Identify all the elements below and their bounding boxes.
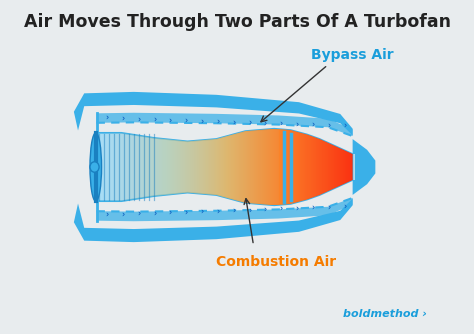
Ellipse shape [90, 133, 101, 201]
Text: Combustion Air: Combustion Air [216, 255, 337, 269]
Text: ›: › [121, 210, 124, 219]
Polygon shape [97, 113, 353, 136]
Text: ›: › [311, 121, 314, 130]
Text: ›: › [121, 115, 124, 124]
Text: boldmethod ›: boldmethod › [343, 309, 427, 319]
Polygon shape [74, 92, 353, 135]
Text: ›: › [201, 208, 203, 217]
Polygon shape [74, 199, 353, 242]
Text: Air Moves Through Two Parts Of A Turbofan: Air Moves Through Two Parts Of A Turbofa… [24, 13, 450, 31]
Text: ›: › [311, 204, 314, 213]
Text: ›: › [264, 206, 267, 214]
Text: ›: › [280, 120, 283, 129]
Text: ›: › [295, 121, 299, 130]
Text: ›: › [153, 116, 156, 125]
Text: ›: › [137, 210, 140, 219]
Text: ›: › [201, 117, 203, 126]
Text: ›: › [184, 117, 188, 126]
Text: ›: › [169, 116, 172, 125]
Text: Bypass Air: Bypass Air [311, 48, 394, 62]
Text: ›: › [184, 208, 188, 217]
Text: ›: › [232, 207, 235, 216]
Text: ›: › [105, 114, 109, 123]
Text: ›: › [248, 119, 251, 128]
Polygon shape [97, 129, 353, 205]
Text: ›: › [280, 205, 283, 214]
Text: ›: › [248, 206, 251, 215]
Text: ›: › [137, 115, 140, 124]
Text: ›: › [264, 120, 267, 128]
Text: ›: › [216, 207, 219, 216]
Text: ›: › [153, 209, 156, 218]
Text: ›: › [343, 203, 346, 212]
Text: ›: › [295, 204, 299, 213]
Text: ›: › [232, 118, 235, 127]
Ellipse shape [90, 162, 99, 172]
Text: ›: › [105, 211, 109, 220]
Polygon shape [97, 198, 353, 221]
Text: ›: › [343, 122, 346, 131]
Text: ›: › [169, 209, 172, 218]
Text: ›: › [327, 203, 330, 212]
Text: ›: › [327, 122, 330, 131]
Text: ›: › [216, 118, 219, 127]
Polygon shape [353, 139, 375, 195]
